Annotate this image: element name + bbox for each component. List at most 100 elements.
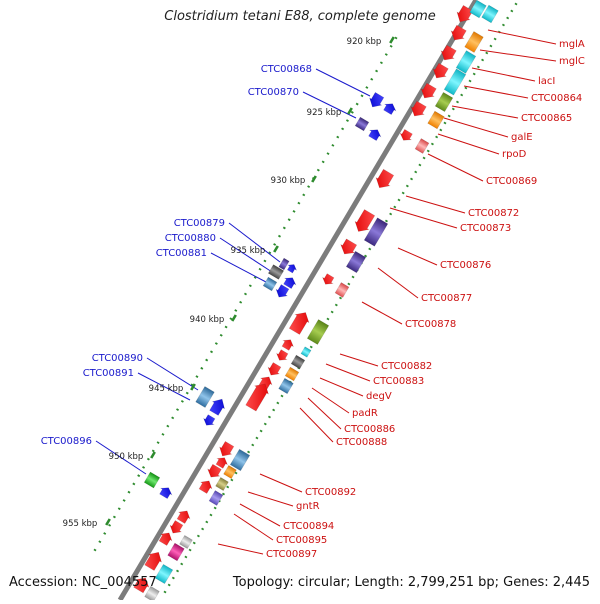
- right-gene-label[interactable]: CTC00869: [486, 176, 537, 187]
- gene-feature[interactable]: [265, 362, 282, 379]
- gene-feature[interactable]: [216, 440, 235, 459]
- right-gene-label[interactable]: degV: [366, 391, 392, 402]
- gene-ctc00868[interactable]: [366, 91, 385, 110]
- left-gene-label[interactable]: CTC00896: [41, 436, 92, 447]
- right-gene-label[interactable]: padR: [352, 408, 378, 419]
- gene-feature[interactable]: [469, 0, 487, 19]
- right-gene-label[interactable]: gntR: [296, 501, 320, 512]
- right-gene-label[interactable]: rpoD: [502, 149, 527, 160]
- gene-feature[interactable]: [154, 563, 174, 585]
- gene-feature[interactable]: [427, 110, 445, 130]
- right-gene-label[interactable]: lacI: [538, 76, 555, 87]
- gene-feature[interactable]: [214, 455, 229, 470]
- gene-ctc00881[interactable]: [262, 276, 278, 292]
- right-gene-label[interactable]: CTC00888: [336, 437, 387, 448]
- right-gene-label[interactable]: CTC00873: [460, 223, 511, 234]
- gene-feature[interactable]: [167, 542, 185, 562]
- gene-feature[interactable]: [132, 574, 152, 594]
- gene-feature[interactable]: [430, 62, 450, 82]
- right-gene-label[interactable]: CTC00895: [276, 535, 327, 546]
- left-gene-label[interactable]: CTC00881: [156, 248, 207, 259]
- gene-feature[interactable]: [334, 282, 350, 298]
- gene-feature[interactable]: [443, 68, 467, 96]
- gene-feature[interactable]: [373, 168, 396, 192]
- right-gene-label[interactable]: CTC00864: [531, 93, 582, 104]
- gene-ctc00870b[interactable]: [367, 126, 383, 142]
- gene-feature[interactable]: [320, 273, 335, 288]
- gene-feature[interactable]: [144, 585, 160, 603]
- right-gene-label[interactable]: galE: [511, 132, 533, 143]
- left-gene-label[interactable]: CTC00880: [165, 233, 216, 244]
- gene-feature[interactable]: [398, 128, 414, 143]
- gene-feature[interactable]: [300, 346, 312, 358]
- gene-feature[interactable]: [288, 308, 313, 335]
- inner-tick: [334, 303, 338, 307]
- gene-feature[interactable]: [223, 464, 237, 480]
- gene-ctc00879b[interactable]: [286, 262, 299, 274]
- right-gene-label[interactable]: CTC00892: [305, 487, 356, 498]
- gene-feature[interactable]: [352, 208, 377, 235]
- gene-feature[interactable]: [274, 349, 289, 364]
- gene-ctc00896b[interactable]: [158, 484, 174, 500]
- gene-ctc00890b[interactable]: [208, 396, 228, 417]
- gene-feature[interactable]: [179, 534, 193, 550]
- gene-ctc00879[interactable]: [278, 257, 290, 271]
- gene-ctc00891[interactable]: [201, 414, 216, 429]
- right-gene-label[interactable]: CTC00897: [266, 549, 317, 560]
- right-gene-label[interactable]: CTC00882: [381, 361, 432, 372]
- gene-ctc00880b[interactable]: [282, 274, 298, 290]
- gene-feature[interactable]: [197, 478, 214, 495]
- right-gene-label[interactable]: CTC00872: [468, 208, 519, 219]
- gene-ctc00868b[interactable]: [382, 100, 398, 116]
- gene-feature[interactable]: [167, 520, 184, 537]
- gene-feature[interactable]: [229, 448, 251, 472]
- gene-feature[interactable]: [215, 476, 229, 492]
- gene-feature[interactable]: [464, 31, 484, 53]
- gene-feature[interactable]: [338, 238, 359, 258]
- gene-feature[interactable]: [363, 217, 389, 247]
- minor-tick: [379, 61, 383, 65]
- right-gene-label[interactable]: CTC00877: [421, 293, 472, 304]
- left-gene-label[interactable]: CTC00891: [83, 368, 134, 379]
- left-gene-label[interactable]: CTC00879: [174, 218, 225, 229]
- gene-ctc00880[interactable]: [267, 264, 285, 280]
- gene-ctc00881b[interactable]: [273, 284, 290, 301]
- gene-feature[interactable]: [157, 530, 174, 547]
- gene-feature[interactable]: [481, 4, 499, 24]
- gene-feature[interactable]: [453, 4, 474, 25]
- right-gene-label[interactable]: mglC: [559, 56, 585, 67]
- gene-feature[interactable]: [434, 91, 454, 113]
- gene-ctc00890[interactable]: [195, 386, 215, 408]
- gene-feature[interactable]: [208, 490, 224, 506]
- gene-feature[interactable]: [244, 380, 272, 412]
- gene-feature[interactable]: [290, 354, 306, 370]
- gene-feature[interactable]: [175, 508, 192, 525]
- right-gene-label[interactable]: mglA: [559, 39, 585, 50]
- right-gene-label[interactable]: CTC00865: [521, 113, 572, 124]
- gene-feature[interactable]: [143, 548, 165, 571]
- minor-tick: [292, 210, 296, 213]
- gene-feature[interactable]: [345, 250, 367, 274]
- gene-feature[interactable]: [284, 366, 300, 382]
- right-gene-label[interactable]: CTC00886: [344, 424, 395, 435]
- gene-feature[interactable]: [278, 377, 294, 395]
- gene-feature[interactable]: [408, 100, 428, 120]
- gene-feature[interactable]: [205, 463, 223, 480]
- gene-feature[interactable]: [306, 319, 330, 345]
- right-gene-label[interactable]: CTC00878: [405, 319, 456, 330]
- left-gene-label[interactable]: CTC00868: [261, 64, 312, 75]
- gene-ctc00870[interactable]: [354, 116, 370, 132]
- gene-feature[interactable]: [280, 337, 295, 352]
- right-gene-label[interactable]: CTC00876: [440, 260, 491, 271]
- gene-feature[interactable]: [414, 138, 430, 154]
- gene-feature[interactable]: [448, 24, 468, 44]
- right-gene-label[interactable]: CTC00894: [283, 521, 334, 532]
- gene-feature[interactable]: [418, 82, 438, 102]
- gene-feature[interactable]: [455, 50, 477, 74]
- right-gene-label[interactable]: CTC00883: [373, 376, 424, 387]
- left-gene-label[interactable]: CTC00890: [92, 353, 143, 364]
- gene-feature[interactable]: [438, 44, 458, 64]
- left-gene-label[interactable]: CTC00870: [248, 87, 299, 98]
- minor-tick: [171, 416, 175, 420]
- gene-ctc00896[interactable]: [143, 471, 161, 489]
